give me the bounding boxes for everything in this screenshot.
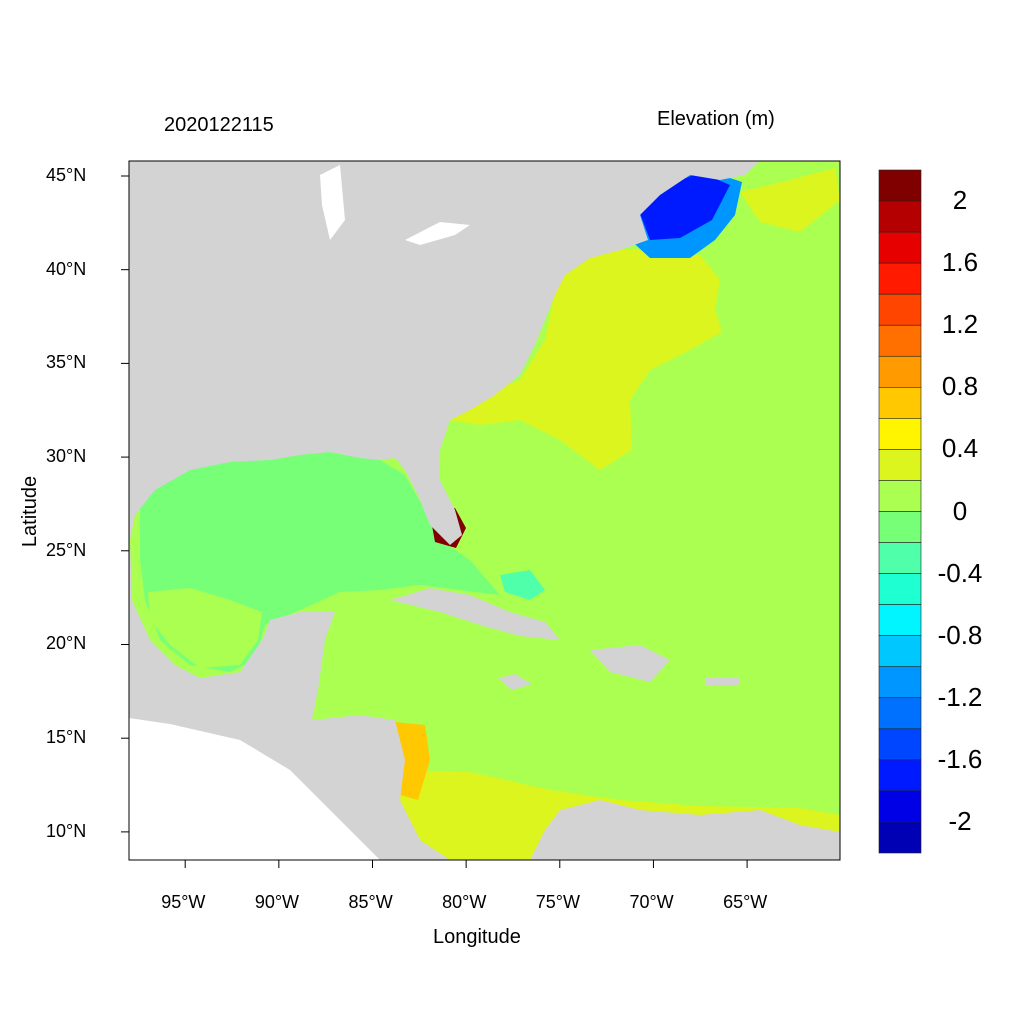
colorbar-bin	[878, 728, 922, 761]
y-tick-label: 40°N	[46, 258, 87, 279]
nova-scotia-positive-anomaly	[740, 168, 840, 232]
x-axis-label: Longitude	[433, 926, 521, 948]
colorbar-label: 1.6	[941, 247, 979, 278]
colorbar-bin	[878, 480, 922, 512]
colorbar-bin	[878, 293, 922, 326]
colorbar-bin	[878, 387, 922, 419]
colorbar-bin	[878, 697, 922, 730]
x-tick-label: 95°W	[161, 892, 206, 912]
y-tick-label: 45°N	[46, 164, 87, 185]
colorbar-bin	[878, 821, 922, 854]
hispaniola-land	[590, 645, 670, 682]
colorbar-bin	[878, 604, 922, 636]
colorbar-label: 1.2	[941, 309, 979, 340]
colorbar-bin	[878, 511, 922, 543]
land	[129, 161, 760, 860]
map-title: Elevation (m)	[657, 108, 775, 130]
colorbar-bin	[878, 200, 922, 233]
colorbar-label: -0.8	[937, 619, 983, 650]
gulf-positive-patch	[148, 588, 262, 668]
south-america-land	[530, 800, 840, 860]
colorbar-bin	[878, 635, 922, 668]
pacific-outside-domain	[129, 718, 380, 860]
y-tick-label: 25°N	[46, 539, 87, 560]
colorbar-label: 2	[952, 185, 968, 216]
bahamas-negative-patch	[500, 570, 545, 600]
colorbar-bin	[878, 759, 922, 792]
lake-erie-ontario	[405, 222, 470, 245]
colorbar-bin	[878, 666, 922, 699]
colorbar-label: -0.4	[937, 557, 983, 588]
y-axis-label: Latitude	[19, 475, 42, 548]
x-tick-label: 65°W	[723, 892, 768, 912]
colorbar-bin	[878, 324, 922, 357]
colorbar-bin	[878, 169, 922, 202]
jamaica-land	[498, 674, 532, 690]
nicaragua-positive-anomaly	[395, 722, 430, 800]
y-tick-label: 30°N	[46, 446, 87, 467]
y-tick-label: 10°N	[46, 820, 87, 841]
x-tick-label: 85°W	[348, 892, 393, 912]
colorbar-label: -1.2	[937, 681, 983, 712]
map-timestamp: 2020122115	[164, 114, 274, 136]
colorbar-label: 0.4	[941, 433, 979, 464]
plot-frame	[128, 160, 841, 861]
colorbar-bin	[878, 790, 922, 823]
colorbar-label: -1.6	[937, 743, 983, 774]
colorbar-label: 0	[952, 495, 968, 526]
colorbar-bin	[878, 355, 922, 388]
gulf-of-maine-strong-negative	[635, 172, 730, 240]
colorbar-label: 0.8	[941, 371, 979, 402]
colorbar-bin	[878, 262, 922, 295]
atlantic-positive-anomaly	[450, 250, 722, 470]
x-tick-label: 75°W	[535, 892, 580, 912]
y-tick-label: 20°N	[46, 633, 87, 654]
colorbar-bin	[878, 231, 922, 264]
colorbar-bin	[878, 449, 922, 481]
x-tick-label: 90°W	[254, 892, 300, 912]
x-tick-label: 80°W	[442, 892, 487, 912]
x-tick-label: 70°W	[629, 892, 674, 912]
cuba-land	[390, 588, 560, 640]
colorbar-bin	[878, 542, 922, 574]
colorbar-label: -2	[948, 805, 972, 836]
colorbar-bin	[878, 418, 922, 450]
y-tick-label: 15°N	[46, 727, 87, 748]
y-tick-label: 35°N	[46, 352, 87, 373]
great-lakes	[320, 165, 345, 240]
puerto-rico-land	[705, 678, 740, 686]
